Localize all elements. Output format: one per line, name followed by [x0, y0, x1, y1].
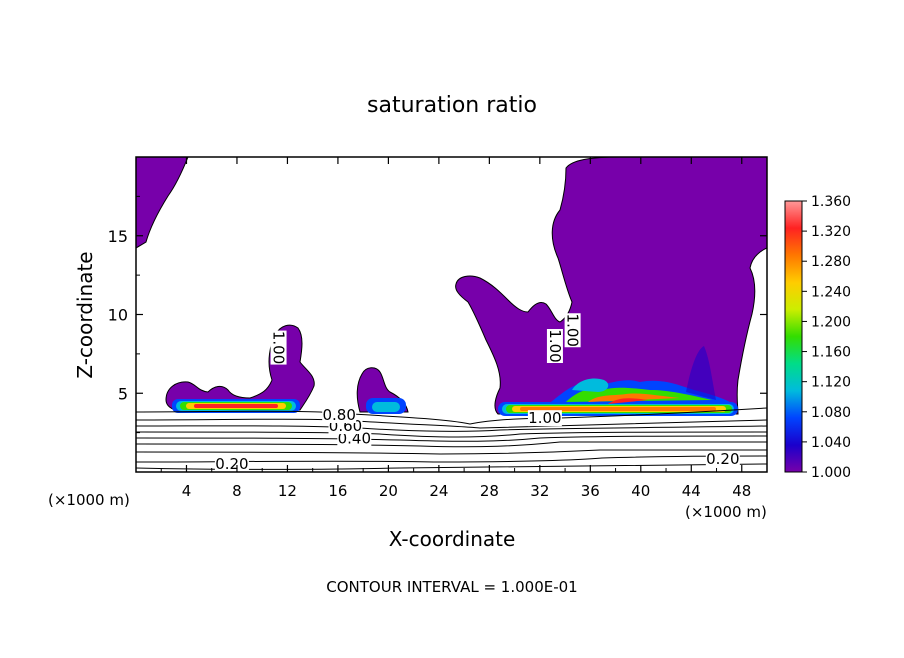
contour-label: 1.00	[564, 314, 582, 347]
x-tick-label: 28	[480, 482, 499, 500]
core-left	[172, 399, 300, 413]
x-axis: 4 8 12 16 20 24 28 32 36 40 44 48	[160, 157, 751, 500]
y-tick-label: 5	[118, 384, 128, 403]
x-unit-left: (×1000 m)	[48, 491, 130, 509]
x-axis-label: X-coordinate	[389, 527, 516, 551]
colorbar-label: 1.320	[811, 224, 851, 240]
colorbar-gradient	[784, 200, 803, 473]
colorbar-label: 1.080	[811, 405, 851, 421]
plot-area: 0.20 0.200.400.600.801.001.001.00 1.00	[136, 157, 767, 473]
contour-label: 0.80	[322, 406, 355, 424]
x-tick-label: 44	[682, 482, 701, 500]
contour-label: 1.00	[546, 329, 564, 362]
chart-title: saturation ratio	[367, 93, 537, 118]
contour-label: 1.00	[528, 409, 561, 427]
x-tick-label: 12	[278, 482, 297, 500]
colorbar-label: 1.200	[811, 314, 851, 330]
x-tick-label: 16	[328, 482, 347, 500]
contour-label: 0.20	[706, 450, 739, 468]
y-tick-label: 10	[108, 306, 128, 325]
y-tick-label: 15	[108, 227, 128, 246]
x-tick-label: 8	[232, 482, 242, 500]
colorbar: 1.360 1.320 1.280 1.240 1.200 1.160 1.120 1.080…	[784, 194, 851, 481]
colorbar-ticks: 1.360 1.320 1.280 1.240 1.200 1.160 1.120 1.080…	[802, 194, 851, 481]
colorbar-label: 1.280	[811, 254, 851, 270]
saturated-region-top-left	[136, 157, 189, 249]
colorbar-label: 1.240	[811, 284, 851, 300]
contour-lines	[136, 407, 767, 470]
contour-label-bg	[705, 451, 740, 468]
contour-label-bg	[214, 455, 249, 472]
contour-label-group: 0.20 0.200.400.600.801.001.001.00 1.00	[214, 313, 740, 473]
colorbar-label: 1.040	[811, 435, 851, 451]
contour-label-bg	[527, 410, 562, 427]
saturated-region-right	[455, 157, 767, 415]
x-tick-label: 36	[581, 482, 600, 500]
colorbar-label: 1.360	[811, 194, 851, 210]
x-unit-right: (×1000 m)	[685, 503, 767, 521]
contour-label-bg	[546, 329, 563, 363]
contour-label-bg	[337, 430, 372, 447]
contour-label-bg	[322, 407, 357, 424]
x-tick-label: 24	[429, 482, 448, 500]
x-tick-label: 20	[379, 482, 398, 500]
x-tick-label: 40	[631, 482, 650, 500]
x-tick-label: 32	[530, 482, 549, 500]
contour-label: 0.40	[338, 430, 371, 448]
colorbar-label: 1.000	[811, 465, 851, 481]
contour-label: 1.00	[270, 331, 288, 364]
contour-label-bg	[564, 313, 581, 348]
y-axis-label: Z-coordinate	[73, 251, 97, 378]
colorbar-label: 1.120	[811, 375, 851, 391]
colorbar-label: 1.160	[811, 345, 851, 361]
y-axis: 5 10 15	[108, 195, 767, 434]
x-tick-label: 48	[732, 482, 751, 500]
x-tick-label: 4	[182, 482, 192, 500]
contour-label: 0.20	[215, 455, 248, 473]
contour-interval-footer: CONTOUR INTERVAL = 1.000E-01	[326, 578, 577, 596]
core-small	[366, 398, 406, 414]
contour-label-bg	[270, 330, 287, 365]
